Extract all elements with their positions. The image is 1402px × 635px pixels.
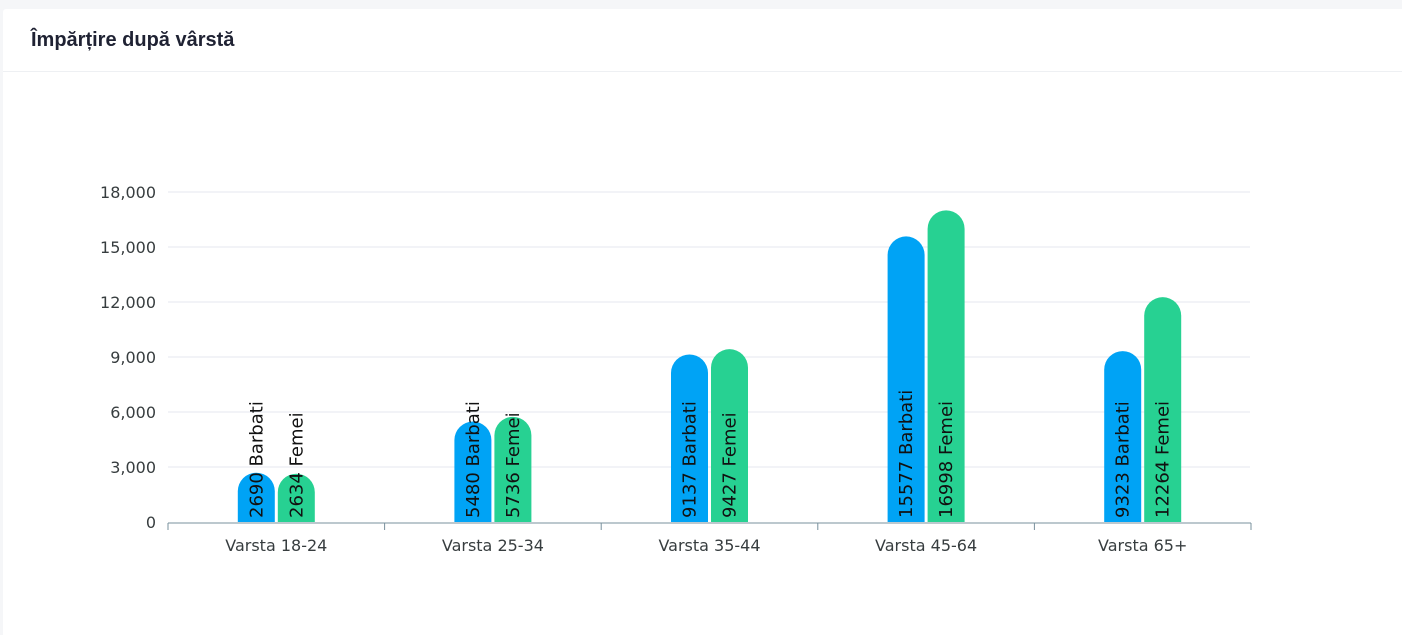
y-tick-label: 15,000 <box>100 238 156 257</box>
grid-lines <box>168 191 1250 468</box>
y-tick-label: 12,000 <box>100 293 156 312</box>
bar-data-label: 9137 Barbati <box>680 401 701 518</box>
y-tick-label: 18,000 <box>100 183 156 202</box>
bar-data-label: 2690 Barbati <box>246 401 267 518</box>
bar-barbati <box>671 354 708 522</box>
bar-femei <box>711 349 748 522</box>
x-tick-label: Varsta 18-24 <box>225 536 327 555</box>
bar-femei <box>494 416 532 522</box>
card-header: Împărțire după vârstă <box>3 9 1402 72</box>
bar-barbati <box>1104 351 1142 522</box>
x-axis-ticks: Varsta 18-24 Varsta 25-34 Varsta 35-44 Vars… <box>225 536 1187 555</box>
bar-data-label: 5736 Femei <box>503 412 524 518</box>
bar-labels: 2690 Barbati 2634 Femei 5480 Barbati 5736 F… <box>246 390 1173 518</box>
bar-data-label: 12264 Femei <box>1153 401 1174 518</box>
x-tick-label: Varsta 25-34 <box>442 536 544 555</box>
x-tick-label: Varsta 65+ <box>1098 536 1187 555</box>
y-tick-label: 3,000 <box>110 458 156 477</box>
bars <box>237 210 1182 522</box>
bar-data-label: 9323 Barbati <box>1113 401 1134 518</box>
y-tick-label: 0 <box>146 513 156 532</box>
bar-data-label: 15577 Barbati <box>896 390 917 518</box>
x-tick-label: Varsta 45-64 <box>875 536 977 555</box>
bar-data-label: 2634 Femei <box>286 412 307 518</box>
bar-data-label: 16998 Femei <box>936 401 957 518</box>
y-tick-label: 9,000 <box>110 348 156 367</box>
bar-barbati <box>237 472 275 522</box>
bar-femei <box>1144 297 1182 522</box>
bar-barbati <box>454 421 492 522</box>
x-axis <box>167 522 1252 530</box>
bar-femei <box>277 473 315 522</box>
bar-data-label: 5480 Barbati <box>463 401 484 518</box>
bar-barbati <box>887 236 925 522</box>
bar-data-label: 9427 Femei <box>720 412 741 518</box>
card-title: Împărțire după vârstă <box>31 29 235 51</box>
bar-femei <box>927 210 965 522</box>
x-tick-label: Varsta 35-44 <box>658 536 760 555</box>
y-tick-label: 6,000 <box>110 403 156 422</box>
y-axis-ticks: 0 3,000 6,000 9,000 12,000 15,000 18,000 <box>100 183 156 532</box>
